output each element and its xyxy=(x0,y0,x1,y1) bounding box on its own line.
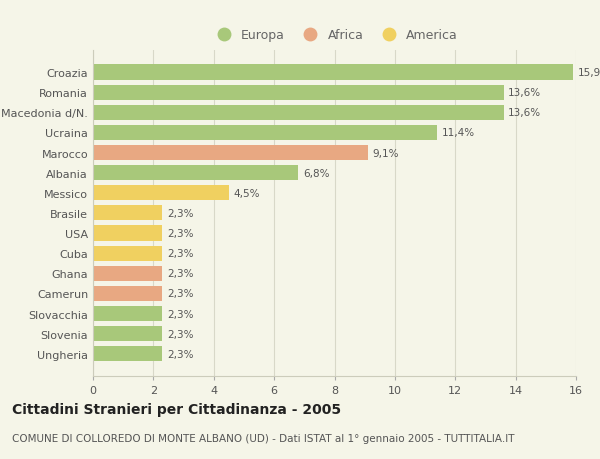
Bar xyxy=(93,306,163,321)
Bar xyxy=(93,106,503,121)
Bar xyxy=(93,286,163,301)
Bar xyxy=(93,146,368,161)
Legend: Europa, Africa, America: Europa, Africa, America xyxy=(206,24,463,47)
Bar xyxy=(93,326,163,341)
Bar xyxy=(93,65,573,80)
Bar xyxy=(93,166,298,181)
Text: 2,3%: 2,3% xyxy=(167,289,193,299)
Text: 2,3%: 2,3% xyxy=(167,208,193,218)
Text: 9,1%: 9,1% xyxy=(372,148,399,158)
Bar xyxy=(93,206,163,221)
Text: 13,6%: 13,6% xyxy=(508,88,541,98)
Bar xyxy=(93,126,437,140)
Bar xyxy=(93,266,163,281)
Bar xyxy=(93,347,163,362)
Text: 13,6%: 13,6% xyxy=(508,108,541,118)
Bar xyxy=(93,246,163,261)
Text: 2,3%: 2,3% xyxy=(167,269,193,279)
Text: 2,3%: 2,3% xyxy=(167,329,193,339)
Text: 2,3%: 2,3% xyxy=(167,249,193,258)
Text: 6,8%: 6,8% xyxy=(303,168,329,178)
Text: 4,5%: 4,5% xyxy=(233,188,260,198)
Bar xyxy=(93,85,503,101)
Bar xyxy=(93,186,229,201)
Text: COMUNE DI COLLOREDO DI MONTE ALBANO (UD) - Dati ISTAT al 1° gennaio 2005 - TUTTI: COMUNE DI COLLOREDO DI MONTE ALBANO (UD)… xyxy=(12,433,515,442)
Bar xyxy=(93,226,163,241)
Text: 2,3%: 2,3% xyxy=(167,309,193,319)
Text: 15,9%: 15,9% xyxy=(578,68,600,78)
Text: 11,4%: 11,4% xyxy=(442,128,475,138)
Text: 2,3%: 2,3% xyxy=(167,349,193,359)
Text: Cittadini Stranieri per Cittadinanza - 2005: Cittadini Stranieri per Cittadinanza - 2… xyxy=(12,402,341,416)
Text: 2,3%: 2,3% xyxy=(167,229,193,239)
